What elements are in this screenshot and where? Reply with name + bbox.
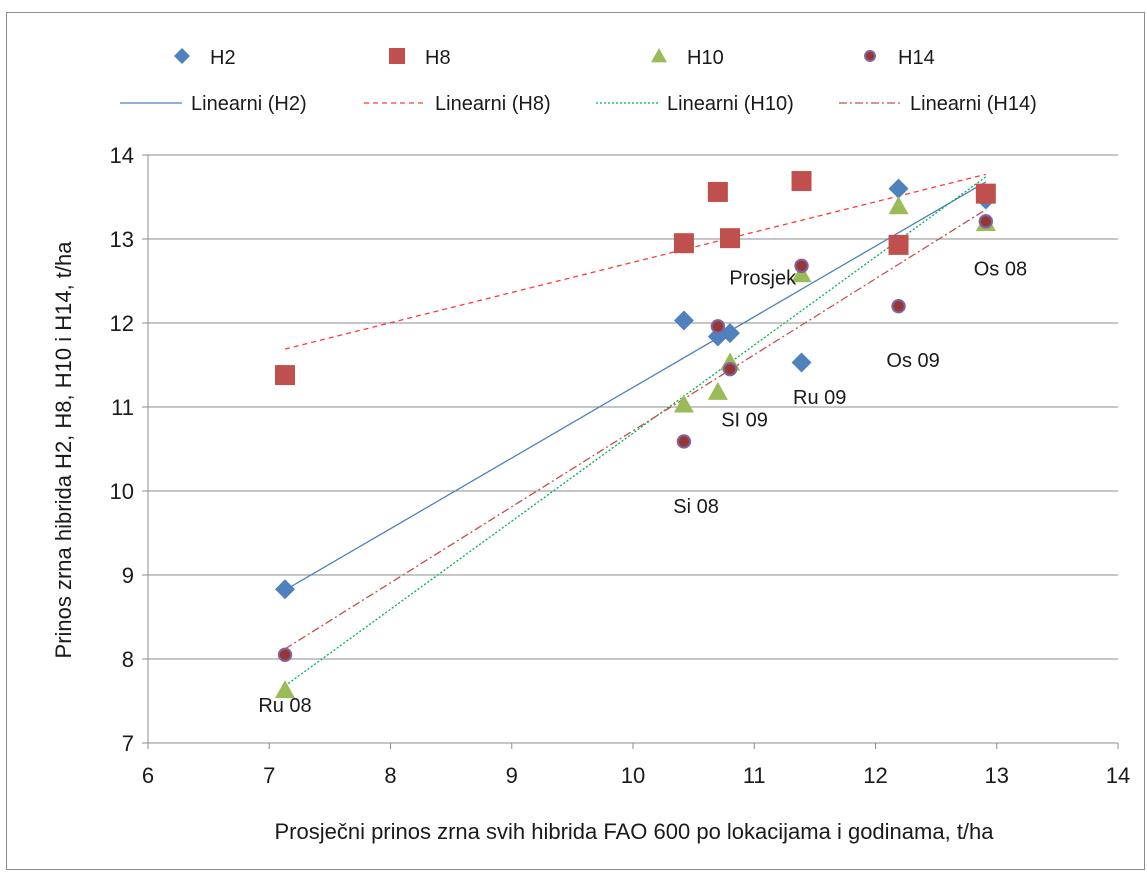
legend-label: Linearni (H2) xyxy=(191,93,307,115)
data-point-h14 xyxy=(794,258,809,274)
legend-marker-h10 xyxy=(651,48,667,63)
data-point-h14 xyxy=(891,299,906,314)
legend-label: Linearni (H14) xyxy=(910,93,1037,115)
y-tick-label: 9 xyxy=(122,563,134,588)
legend-label: Linearni (H10) xyxy=(667,93,794,115)
annotation-label: Os 09 xyxy=(886,350,939,372)
gridlines xyxy=(148,154,1118,660)
x-tick-label: 9 xyxy=(506,763,518,788)
x-tick-label: 11 xyxy=(743,763,766,788)
annotation-label: Ru 08 xyxy=(258,695,311,717)
x-tick-label: 10 xyxy=(621,763,645,788)
legend-marker-h8 xyxy=(389,48,405,64)
data-point-h14 xyxy=(722,362,738,377)
annotation-label: Prosjek xyxy=(729,268,797,290)
data-point-h8 xyxy=(720,228,740,249)
data-point-h8 xyxy=(673,233,694,254)
annotation-label: SI 09 xyxy=(721,410,768,432)
data-point-h14 xyxy=(710,319,726,334)
data-point-h10 xyxy=(275,680,296,699)
y-tick-label: 8 xyxy=(122,647,134,672)
data-point-h8 xyxy=(791,171,812,192)
x-tick-label: 7 xyxy=(263,763,275,788)
annotation-label: Ru 09 xyxy=(793,387,846,409)
y-tick-label: 13 xyxy=(110,227,134,252)
trendline xyxy=(284,173,986,350)
trendline xyxy=(284,181,987,591)
data-point-h10 xyxy=(707,381,728,400)
data-point-h2 xyxy=(791,352,812,373)
annotation-label: Si 08 xyxy=(673,496,719,518)
y-tick-label: 10 xyxy=(110,479,134,504)
legend-label: H10 xyxy=(687,47,724,69)
legend: H2 H8 H10 H14 Linearni (H2) Linearni (H8) Line… xyxy=(120,47,1037,115)
trendlines xyxy=(284,173,987,687)
data-point-h14 xyxy=(978,214,994,229)
x-axis-title: Prosječni prinos zrna svih hibrida FAO 6… xyxy=(274,819,994,844)
y-tick-label: 14 xyxy=(110,143,134,168)
data-point-h14 xyxy=(277,647,293,662)
legend-label: H8 xyxy=(425,47,451,69)
data-point-h2 xyxy=(673,310,694,331)
y-tick-label: 12 xyxy=(110,311,134,336)
y-tick-label: 7 xyxy=(122,731,134,756)
legend-label: H14 xyxy=(898,47,935,69)
legend-label: Linearni (H8) xyxy=(435,93,551,115)
data-point-h8 xyxy=(975,183,996,204)
x-tick-label: 14 xyxy=(1106,763,1130,788)
data-point-h2 xyxy=(888,178,909,199)
data-point-h8 xyxy=(888,234,909,255)
y-tick-label: 11 xyxy=(111,395,134,420)
data-point-h2 xyxy=(275,579,296,600)
data-point-h10 xyxy=(888,196,909,215)
y-axis-title: Prinos zrna hibrida H2, H8, H10 i H14, t… xyxy=(51,241,76,659)
data-points xyxy=(275,171,996,699)
data-point-h8 xyxy=(275,365,296,386)
data-point-h2 xyxy=(720,323,740,344)
x-tick-label: 8 xyxy=(384,763,396,788)
x-tick-label: 13 xyxy=(985,763,1009,788)
data-point-h10 xyxy=(673,394,694,413)
annotations: Ru 08 Si 08 SI 09 Ru 09 Prosjek Os 09 Os 08 xyxy=(258,258,1027,717)
x-tick-label: 6 xyxy=(142,763,154,788)
data-point-h14 xyxy=(676,434,692,449)
x-tick-label: 12 xyxy=(863,763,887,788)
trendline xyxy=(284,176,987,687)
data-point-h10 xyxy=(791,264,812,283)
trendline xyxy=(284,209,987,650)
legend-label: H2 xyxy=(210,47,236,69)
annotation-label: Os 08 xyxy=(974,258,1027,280)
legend-marker-h14 xyxy=(864,50,876,62)
data-point-h8 xyxy=(707,181,728,202)
legend-marker-h2 xyxy=(174,48,190,64)
